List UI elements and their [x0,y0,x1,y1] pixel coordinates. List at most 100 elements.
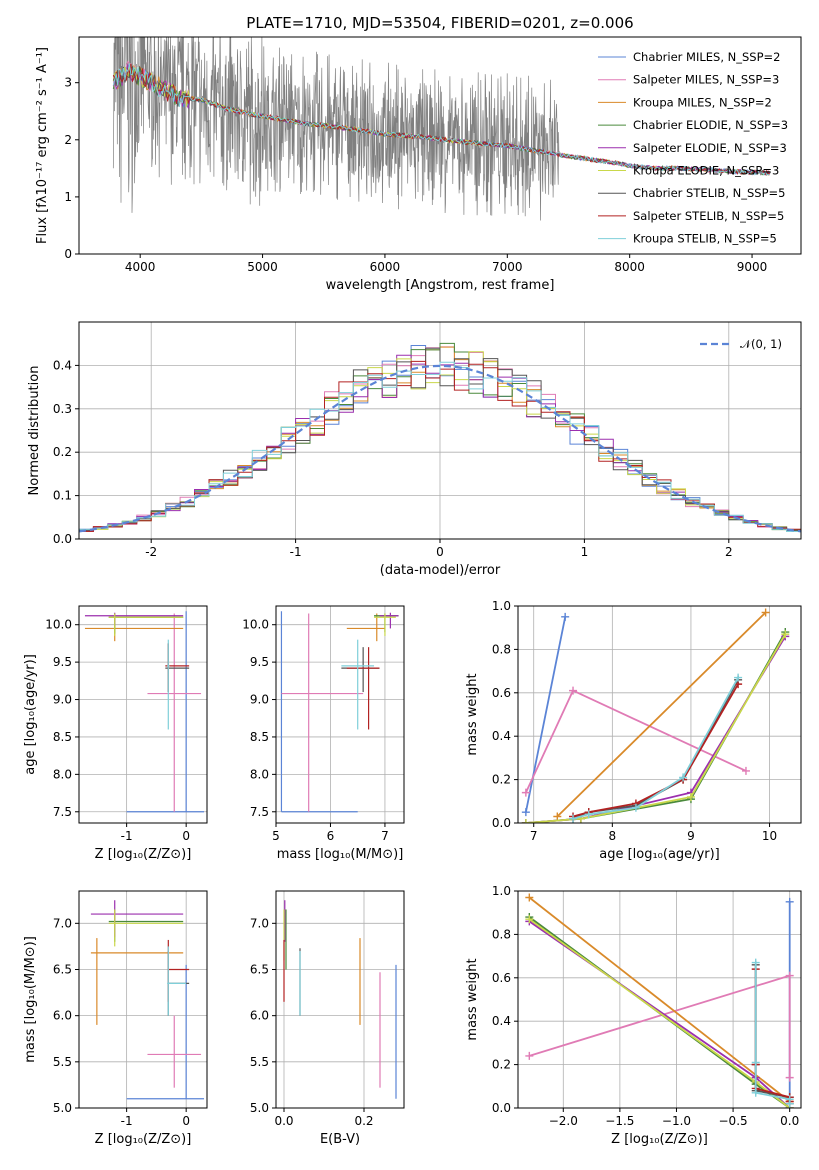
y-tick-label: 0.2 [53,445,72,459]
weight-marker [525,1051,534,1060]
plot-area [112,37,771,221]
weight-marker [785,897,794,906]
y-tick-label: 9.5 [53,655,72,669]
legend-label: Kroupa MILES, N_SSP=2 [633,95,772,109]
error-bar-kroupa-elodie [108,613,184,636]
axes-residuals: -2 -1 0 1 2 0.0 0.1 0.2 0.3 0.4 (data-model)/error… [27,321,802,578]
y-tick-label: 10.0 [242,618,269,632]
error-bar-kroupa-miles [90,938,184,1025]
gridlines [276,891,404,1109]
weight-marker [751,1088,760,1097]
plot-area [84,611,205,813]
weight-series-salpeter-miles [521,686,750,797]
x-axis-label: E(B-V) [320,1132,360,1147]
x-tick-label: -1 [121,829,133,843]
error-bar-chabrier-stelib [341,647,380,693]
axes-frame [78,321,802,540]
axis-ticks: 7 8 9 10 0.0 0.2 0.4 0.6 0.8 1.0 [492,599,777,843]
x-axis-label: Z [log₁₀(Z/Z⊙)] [611,1132,708,1147]
axis-ticks: -2 -1 0 1 2 0.0 0.1 0.2 0.3 0.4 [53,358,733,559]
x-tick-label: 1 [581,545,589,559]
y-tick-label: 9.5 [250,655,269,669]
weight-marker [521,819,530,823]
x-axis-label: (data-model)/error [380,563,501,578]
x-tick-label: −1.0 [662,1114,691,1128]
weight-marker [631,803,640,812]
x-tick-label: 7000 [492,260,523,274]
x-tick-label: 8 [609,829,617,843]
axis-ticks: -1 0 7.5 8.0 8.5 9.0 9.5 10.0 [45,618,190,843]
weight-marker [734,673,743,682]
x-axis-label: wavelength [Angstrom, rest frame] [326,278,555,293]
y-tick-label: 1.0 [492,599,511,613]
weight-line [529,974,791,1078]
histogram-kroupa-stelib [79,361,801,532]
error-bar-salpeter-elodie [379,612,399,629]
y-tick-label: 8.0 [53,767,72,781]
weight-series-kroupa-miles [553,608,770,821]
error-bar-salpeter-elodie [90,900,184,938]
y-tick-label: 0.3 [53,402,72,416]
plot-area [525,893,794,1108]
y-tick-label: 7.5 [250,805,269,819]
x-tick-label: 6000 [370,260,401,274]
y-tick-label: 0.4 [53,358,72,372]
y-tick-label: 1.0 [492,884,511,898]
weight-marker [751,958,760,967]
x-tick-label: 2 [725,545,733,559]
x-tick-label: 0 [182,829,190,843]
axes-age_vs_mass: 5 6 7 7.5 8.0 8.5 9.0 9.5 10.0 mass [log₁₀(M/M⊙)] [242,605,405,862]
error-bar-kroupa-elodie [374,613,396,636]
x-tick-label: 0.0 [274,1114,293,1128]
x-tick-label: 8000 [614,260,645,274]
y-tick-label: 7.0 [250,916,269,930]
axes-mass_vs_EBV: 0.0 0.2 5.0 5.5 6.0 6.5 7.0 E(B-V) [250,890,405,1147]
x-axis-label: Z [log₁₀(Z/Z⊙)] [95,1132,192,1147]
axes-spectrum: 4000 5000 6000 7000 8000 9000 0 1 2 3 wavelength [… [35,14,802,293]
legend-label: Chabrier MILES, N_SSP=2 [633,50,780,64]
weight-marker [569,686,578,695]
y-tick-label: 5.5 [250,1055,269,1069]
legend-label: Kroupa STELIB, N_SSP=5 [633,232,777,246]
x-tick-label: −1.5 [605,1114,634,1128]
x-tick-label: 0.0 [780,1114,799,1128]
weight-marker [561,612,570,621]
error-bar-chabrier-miles [280,611,358,813]
axes-age_vs_Z: -1 0 7.5 8.0 8.5 9.0 9.5 10.0 Z [log₁₀(Z/Z⊙)] age… [23,605,208,862]
y-axis-label: Flux [fλ10⁻¹⁷ erg cm⁻² s⁻¹ A⁻¹] [35,47,50,244]
legend-label: Salpeter ELODIE, N_SSP=3 [633,141,787,155]
y-tick-label: 0.6 [492,686,511,700]
normal-curve [79,364,801,533]
y-axis-label: age [log₁₀(age/yr)] [23,654,38,775]
error-bar-kroupa-stelib [341,639,375,730]
y-tick-label: 6.5 [250,962,269,976]
x-tick-label: 10 [762,829,777,843]
y-tick-label: 0.8 [492,927,511,941]
axes-frame [78,605,208,824]
y-tick-label: 0.1 [53,489,72,503]
y-tick-label: 8.5 [250,730,269,744]
weight-marker [553,812,562,821]
x-tick-label: −0.5 [719,1114,748,1128]
plot-area [90,900,205,1100]
weight-series-kroupa-elodie [525,915,794,1108]
axes-frame [275,890,405,1109]
axes-frame [517,605,802,824]
y-tick-label: 3 [64,76,72,90]
gridlines [79,606,207,823]
x-tick-label: -1 [121,1114,133,1128]
error-bar-salpeter-miles [281,613,364,812]
axes-frame [78,36,802,255]
axes-frame [78,890,208,1109]
y-tick-label: 0.8 [492,642,511,656]
y-axis-label: Normed distribution [27,366,42,496]
chart-title: PLATE=1710, MJD=53504, FIBERID=0201, z=0… [246,14,633,32]
weight-marker [679,773,688,782]
legend-label: 𝒩(0, 1) [740,337,782,351]
x-tick-label: −2.0 [549,1114,578,1128]
weight-marker [521,808,530,817]
weight-line [572,677,739,820]
error-bar-chabrier-miles [126,611,205,813]
y-tick-label: 0.4 [492,729,511,743]
x-tick-label: 0.2 [354,1114,373,1128]
